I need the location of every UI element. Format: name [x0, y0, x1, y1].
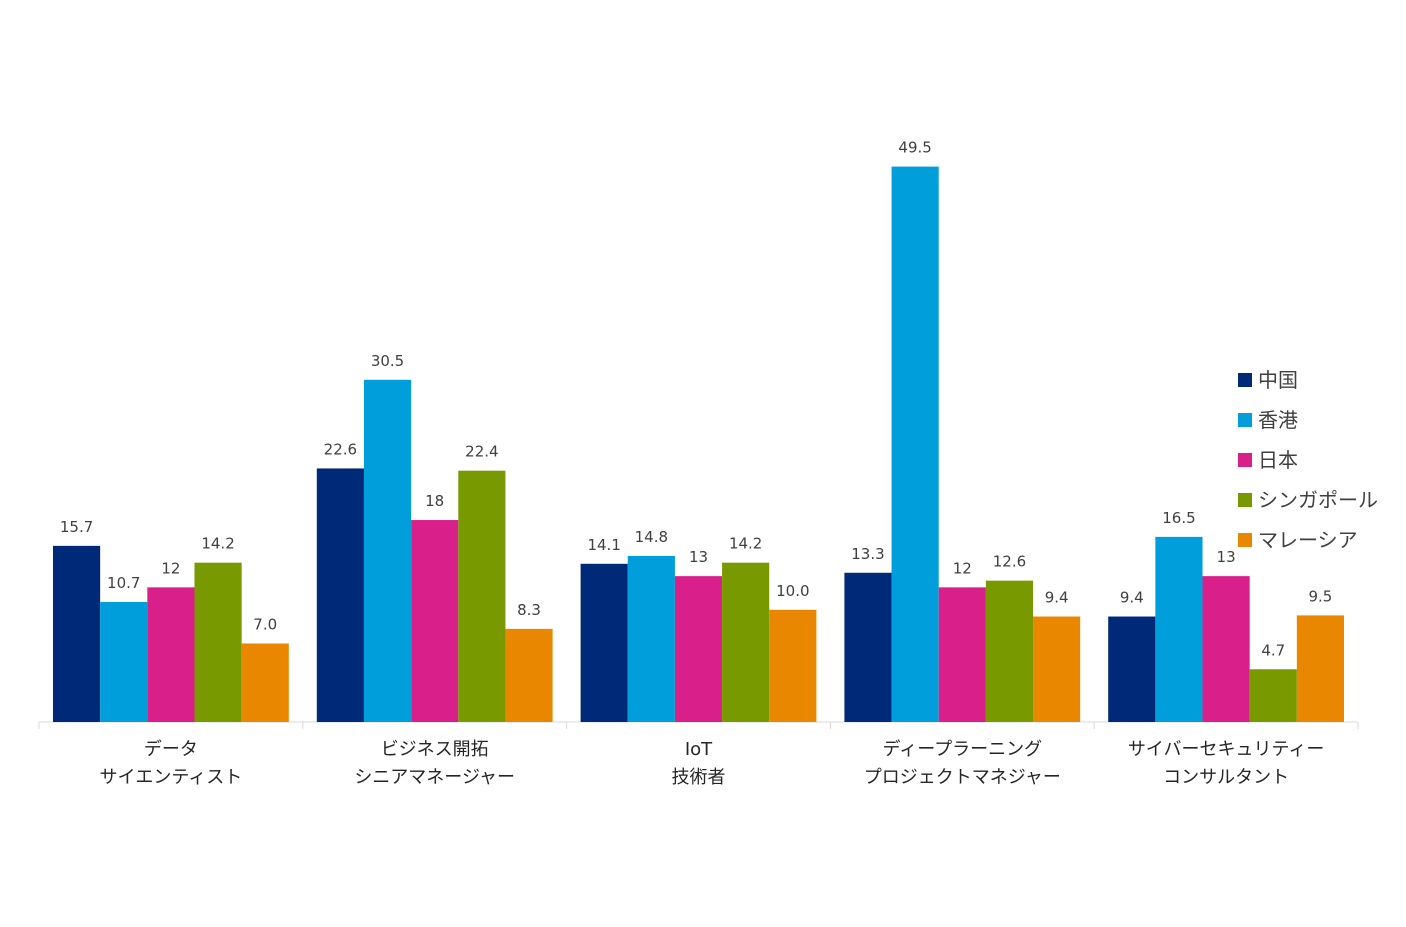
bar: [100, 601, 148, 722]
value-label: 13.3: [851, 545, 884, 563]
category-label: サイバーセキュリティー: [1128, 739, 1325, 760]
value-label: 16.5: [1162, 509, 1195, 527]
legend-label: マレーシア: [1258, 528, 1358, 552]
value-label: 10.7: [107, 574, 140, 592]
value-label: 4.7: [1261, 641, 1285, 659]
legend-label: 香港: [1258, 408, 1298, 432]
value-label: 22.6: [324, 440, 357, 458]
bar: [458, 470, 506, 722]
legend-swatch: [1238, 533, 1252, 547]
bar: [627, 555, 675, 722]
bar: [363, 379, 412, 722]
category-label: プロジェクトマネジャー: [864, 767, 1061, 788]
category-label: ディープラーニング: [882, 739, 1042, 760]
bar: [891, 166, 939, 723]
value-label: 7.0: [253, 615, 277, 633]
value-label: 30.5: [371, 352, 404, 370]
bar: [985, 580, 1034, 722]
value-label: 9.4: [1120, 589, 1144, 607]
value-label: 9.5: [1308, 587, 1332, 605]
bar: [580, 563, 628, 722]
legend-label: 中国: [1258, 368, 1298, 392]
value-label: 8.3: [517, 601, 541, 619]
category-label: コンサルタント: [1163, 767, 1289, 788]
legend-label: 日本: [1258, 448, 1298, 472]
value-label: 12.6: [993, 553, 1026, 571]
bar: [316, 468, 364, 722]
legend-swatch: [1238, 493, 1252, 507]
value-label: 15.7: [60, 518, 93, 536]
value-label: 12: [161, 559, 180, 577]
value-label: 49.5: [898, 139, 931, 157]
category-label: IoT: [685, 739, 713, 760]
value-label: 14.2: [201, 535, 234, 553]
bar: [53, 545, 101, 722]
value-label: 12: [953, 559, 972, 577]
value-label: 14.8: [635, 528, 668, 546]
bar: [505, 628, 553, 722]
value-label: 14.1: [587, 536, 620, 554]
bar: [1155, 536, 1203, 722]
category-label: ビジネス開拓: [381, 739, 489, 760]
bar: [1249, 669, 1297, 722]
value-label: 10.0: [776, 582, 809, 600]
legend-swatch: [1238, 453, 1252, 467]
value-label: 18: [425, 492, 444, 510]
value-label: 9.4: [1045, 589, 1069, 607]
legend-swatch: [1238, 373, 1252, 387]
category-label: 技術者: [672, 767, 726, 788]
bar: [194, 562, 242, 722]
x-axis-ticks: [38, 722, 1359, 729]
value-label: 13: [689, 548, 708, 566]
legend-label: シンガポール: [1258, 488, 1378, 512]
bar: [722, 562, 770, 722]
bar: [411, 520, 459, 722]
value-label: 14.2: [729, 535, 762, 553]
bar: [769, 609, 817, 722]
bar: [844, 572, 892, 722]
bar: [147, 587, 195, 722]
value-labels: 15.7 10.7 12 14.2 7.0 22.6 30.5 18 22.4 8.3 14.1 14…: [60, 139, 1332, 660]
bar: [1296, 615, 1344, 722]
bar: [938, 587, 986, 722]
category-label: データ: [144, 739, 198, 760]
bar: [1202, 576, 1250, 722]
bar: [1033, 616, 1081, 722]
legend-swatch: [1238, 413, 1252, 427]
bar: [241, 643, 289, 722]
value-label: 22.4: [465, 443, 498, 461]
value-label: 13: [1217, 548, 1236, 566]
category-label: シニアマネージャー: [354, 767, 515, 788]
category-label: サイエンティスト: [100, 767, 243, 788]
bars: [53, 166, 1344, 723]
bar: [1108, 616, 1156, 722]
bar: [674, 576, 723, 722]
